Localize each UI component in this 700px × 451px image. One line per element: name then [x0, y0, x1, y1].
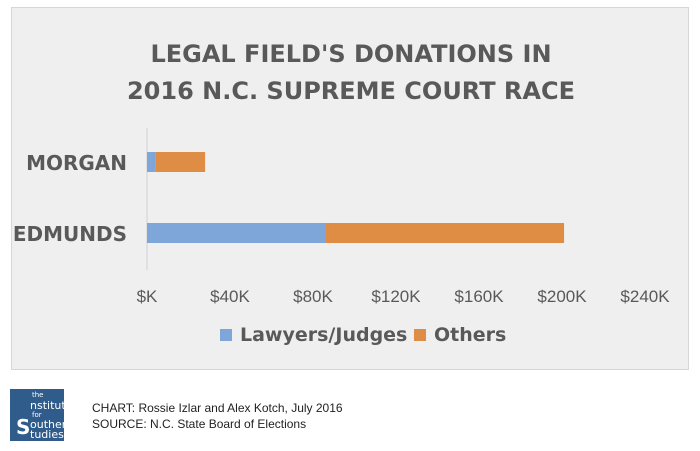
- bar-edmunds-lawyers-judges: [147, 223, 326, 243]
- legend-label-lawyers-judges: Lawyers/Judges: [240, 324, 407, 346]
- credits: CHART: Rossie Izlar and Alex Kotch, July…: [92, 400, 343, 432]
- chart-panel: LEGAL FIELD'S DONATIONS IN 2016 N.C. SUP…: [11, 7, 689, 370]
- legend-swatch-others: [414, 329, 426, 341]
- bar-morgan-lawyers-judges: [147, 152, 156, 172]
- footer: the nstitute for S outhern tudies CHART:…: [0, 375, 700, 451]
- chart-title-line-2: 2016 N.C. SUPREME COURT RACE: [126, 77, 575, 105]
- x-tick-label: $K: [137, 287, 158, 306]
- logo-text-for: for: [32, 411, 42, 419]
- x-tick-label: $240K: [620, 287, 670, 306]
- category-label-edmunds: EDMUNDS: [13, 222, 127, 246]
- logo-text-nstitute: nstitute: [30, 399, 73, 412]
- institute-logo: the nstitute for S outhern tudies: [10, 389, 73, 441]
- chart-credit: CHART: Rossie Izlar and Alex Kotch, July…: [92, 401, 343, 415]
- bar-morgan-others: [155, 152, 206, 172]
- plot-area: MORGAN EDMUNDS $K $40K $80K $120K $160K $200K $2…: [13, 128, 670, 346]
- chart-title: LEGAL FIELD'S DONATIONS IN 2016 N.C. SUP…: [12, 36, 690, 110]
- legend-label-others: Others: [434, 324, 506, 346]
- x-tick-label: $200K: [537, 287, 587, 306]
- x-tick-label: $80K: [293, 287, 333, 306]
- chart-title-line-1: LEGAL FIELD'S DONATIONS IN: [150, 40, 552, 68]
- logo-text-tudies: tudies: [30, 428, 64, 441]
- x-tick-label: $120K: [371, 287, 421, 306]
- chart-source: SOURCE: N.C. State Board of Elections: [92, 417, 307, 431]
- legend-swatch-lawyers-judges: [220, 329, 232, 341]
- x-tick-label: $160K: [454, 287, 504, 306]
- logo-text-s: S: [16, 415, 31, 439]
- category-label-morgan: MORGAN: [26, 151, 127, 175]
- logo-text-outhern: outhern: [30, 418, 74, 431]
- bar-edmunds-others: [325, 223, 565, 243]
- x-tick-label: $40K: [210, 287, 250, 306]
- logo-text-the: the: [32, 391, 44, 399]
